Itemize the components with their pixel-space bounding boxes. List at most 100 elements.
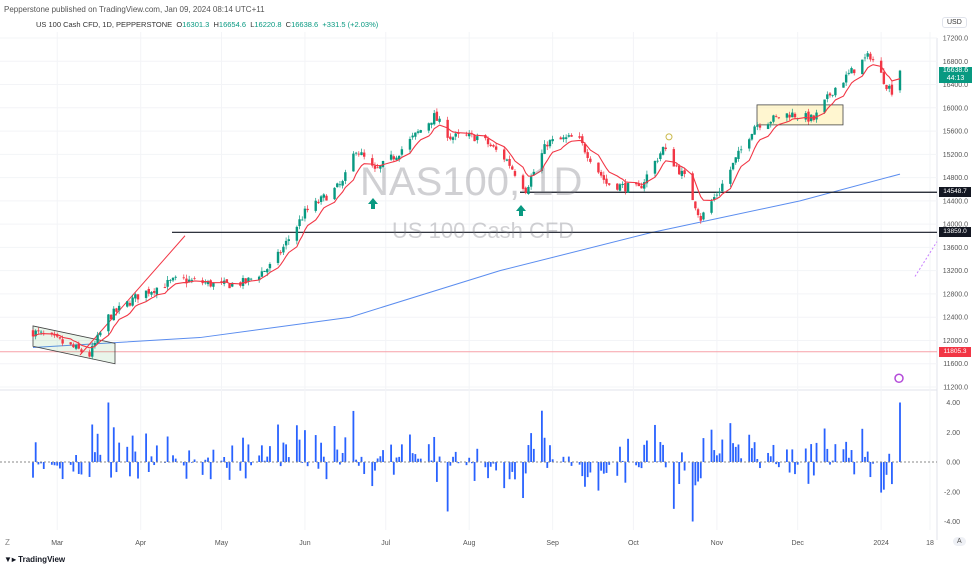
open-label: O bbox=[176, 20, 183, 29]
candle-body bbox=[171, 277, 175, 281]
level-price-label: 13859.0 bbox=[939, 227, 971, 238]
candle-body bbox=[608, 183, 611, 185]
osc-bar bbox=[298, 439, 301, 462]
osc-bar bbox=[336, 449, 339, 462]
time-tick-label: Apr bbox=[135, 540, 147, 547]
candle-body bbox=[279, 252, 282, 254]
candle-body bbox=[169, 280, 172, 281]
candle-body bbox=[301, 219, 304, 221]
candle-body bbox=[354, 152, 358, 154]
osc-tick-label: -4.00 bbox=[944, 519, 960, 526]
osc-bar bbox=[333, 426, 336, 462]
price-tick-label: 12400.0 bbox=[943, 315, 968, 322]
osc-bar bbox=[371, 462, 374, 487]
candle-body bbox=[193, 278, 196, 280]
time-tick-label: Nov bbox=[711, 540, 724, 547]
candle-body bbox=[713, 197, 716, 200]
candle-body bbox=[494, 146, 498, 150]
osc-bar bbox=[411, 453, 414, 462]
auto-scale-button[interactable]: A bbox=[953, 537, 966, 546]
osc-bar bbox=[295, 425, 298, 462]
candle-body bbox=[551, 139, 554, 142]
osc-bar bbox=[352, 410, 355, 462]
osc-bar bbox=[681, 452, 683, 462]
price-tick-label: 14800.0 bbox=[943, 175, 968, 182]
osc-bar bbox=[379, 456, 382, 462]
osc-bar bbox=[155, 445, 158, 462]
candle-body bbox=[467, 133, 471, 137]
close-value: 16638.6 bbox=[291, 20, 319, 29]
osc-bar bbox=[212, 449, 215, 462]
osc-bar bbox=[861, 428, 864, 462]
osc-bar bbox=[699, 462, 702, 479]
osc-bar bbox=[452, 456, 454, 462]
ohlc-legend: US 100 Cash CFD, 1D, PEPPERSTONE O16301.… bbox=[36, 20, 378, 29]
up-arrow-marker bbox=[516, 204, 526, 216]
time-tick-label: May bbox=[215, 540, 229, 547]
candle-body bbox=[586, 152, 589, 159]
candle-body bbox=[430, 122, 433, 125]
candle-body bbox=[828, 93, 832, 96]
osc-bar bbox=[495, 462, 498, 471]
candle-body bbox=[602, 175, 606, 180]
osc-bar bbox=[829, 462, 831, 465]
candle-body bbox=[772, 115, 775, 122]
candle-body bbox=[241, 278, 245, 286]
publisher-line: Pepperstone published on TradingView.com… bbox=[4, 5, 265, 14]
osc-tick-label: -2.00 bbox=[944, 489, 960, 496]
candle-body bbox=[416, 131, 420, 133]
bar-countdown: 44:13 bbox=[946, 75, 965, 82]
osc-bar bbox=[433, 436, 436, 462]
osc-bar bbox=[398, 456, 401, 462]
osc-bar bbox=[627, 438, 629, 462]
candle-body bbox=[427, 123, 431, 131]
osc-bar bbox=[392, 462, 395, 475]
osc-bar bbox=[772, 444, 775, 462]
candle-body bbox=[785, 113, 789, 118]
candle-body bbox=[527, 186, 530, 194]
candle-body bbox=[107, 314, 110, 332]
osc-bar bbox=[134, 451, 137, 462]
candle-body bbox=[314, 200, 317, 211]
candle-body bbox=[729, 169, 732, 184]
osc-bar bbox=[562, 456, 565, 462]
osc-bar bbox=[99, 454, 102, 462]
candle-body bbox=[174, 276, 177, 278]
candle-body bbox=[540, 153, 544, 172]
candle-body bbox=[266, 269, 269, 273]
candle-body bbox=[882, 72, 886, 84]
osc-bar bbox=[231, 445, 234, 462]
candle-body bbox=[212, 282, 215, 287]
osc-bar bbox=[543, 437, 546, 462]
candle-body bbox=[570, 135, 573, 137]
candle-body bbox=[683, 170, 686, 174]
candle-body bbox=[419, 130, 422, 133]
osc-bar bbox=[56, 462, 59, 466]
candle-body bbox=[691, 173, 694, 201]
candle-body bbox=[492, 145, 495, 147]
candle-body bbox=[438, 118, 441, 122]
candle-body bbox=[298, 219, 301, 227]
candle-body bbox=[268, 264, 272, 269]
osc-bar bbox=[882, 462, 885, 490]
currency-button[interactable]: USD bbox=[942, 17, 967, 28]
candle-body bbox=[863, 57, 867, 59]
osc-bar bbox=[756, 458, 759, 462]
candle-body bbox=[263, 270, 266, 272]
osc-bar bbox=[662, 444, 664, 462]
candle-body bbox=[287, 239, 290, 241]
candle-body bbox=[72, 344, 75, 348]
osc-bar bbox=[263, 460, 266, 462]
candle-body bbox=[898, 70, 902, 91]
osc-bar bbox=[759, 462, 761, 469]
level-price-label: 14548.7 bbox=[939, 187, 971, 198]
candle-body bbox=[850, 68, 853, 74]
osc-bar bbox=[702, 438, 705, 462]
price-tick-label: 12000.0 bbox=[943, 338, 968, 345]
candle-body bbox=[319, 196, 323, 202]
timezone-icon[interactable]: Z bbox=[5, 538, 10, 547]
osc-bar bbox=[659, 442, 662, 462]
osc-bar bbox=[258, 455, 261, 462]
osc-bar bbox=[449, 462, 452, 466]
